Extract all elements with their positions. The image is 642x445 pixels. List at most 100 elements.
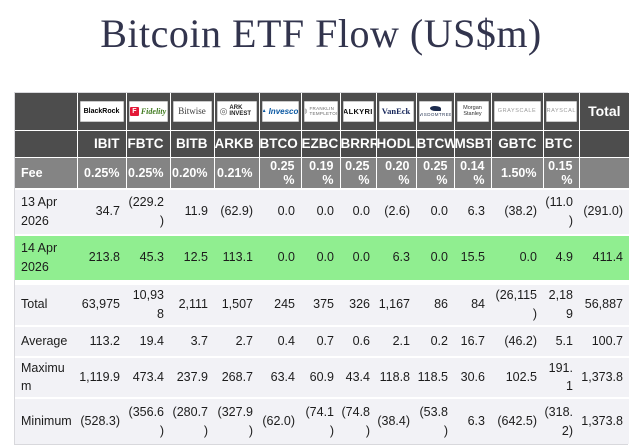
- value-cell: 213.8: [77, 233, 126, 283]
- ticker-cell: MSBT: [454, 130, 492, 158]
- value-cell: (327.9): [214, 397, 259, 444]
- date-row: 13 Apr 2026 34.7 (229.2) 11.9 (62.9) 0.0 0.0 0.…: [15, 187, 629, 235]
- stat-row: Average 113.2 19.4 3.7 2.7 0.4 0.7 0.6 2.1 0.2 16.…: [15, 324, 629, 357]
- row-label: Maximum: [15, 355, 77, 398]
- ticker-cell: BTCO: [259, 130, 302, 158]
- invesco-logo: ▲ Invesco: [261, 100, 299, 122]
- logo-cell: ◍FRANKLIN TEMPLETON: [301, 93, 341, 131]
- fidelity-logo: F Fidelity: [128, 100, 168, 122]
- etf-flow-table-container: BlackRock F Fidelity Bitwise ◎ ARK INVEST ▲ Inv…: [14, 92, 630, 445]
- ticker-cell: BTC: [543, 130, 580, 158]
- value-cell: 411.4: [579, 233, 629, 283]
- valkyrie-logo-text: VALKYRIE: [342, 106, 373, 116]
- value-cell: [579, 156, 630, 189]
- value-cell: 6.3: [454, 187, 491, 235]
- value-cell: 0.14%: [454, 156, 492, 189]
- value-cell: 0.2: [416, 324, 454, 357]
- value-cell: 0.19%: [301, 156, 341, 189]
- ticker-cell: BITB: [170, 130, 215, 158]
- grayscale2-logo-text: GRAYSCALE: [546, 108, 577, 115]
- value-cell: 0.0: [416, 187, 454, 235]
- value-cell: (642.5): [491, 397, 543, 444]
- vaneck-logo-text: VanEck: [381, 106, 411, 117]
- value-cell: 19.4: [126, 324, 170, 357]
- value-cell: 473.4: [126, 355, 170, 398]
- value-cell: 0.0: [340, 187, 376, 235]
- ticker-cell: ARKB: [214, 130, 260, 158]
- value-cell: 3.7: [170, 324, 214, 357]
- value-cell: (74.8): [340, 397, 376, 444]
- ticker-cell: EZBC: [301, 130, 341, 158]
- logo-cell: Morgan Stanley: [454, 93, 492, 131]
- value-cell: (356.6): [126, 397, 170, 444]
- ticker-cell: GBTC: [491, 130, 544, 158]
- value-cell: 113.2: [77, 324, 126, 357]
- value-cell: (291.0): [579, 187, 629, 235]
- value-cell: 0.25%: [340, 156, 377, 189]
- value-cell: 102.5: [491, 355, 543, 398]
- value-cell: (74.1): [301, 397, 340, 444]
- ticker-cell: BTCW: [416, 130, 455, 158]
- row-label: Minimum: [15, 397, 77, 444]
- value-cell: 30.6: [454, 355, 491, 398]
- logo-header-row: BlackRock F Fidelity Bitwise ◎ ARK INVEST ▲ Inv…: [15, 93, 630, 131]
- value-cell: 0.25%: [416, 156, 455, 189]
- value-cell: 0.0: [416, 233, 454, 283]
- stat-row: Maximum 1,119.9 473.4 237.9 268.7 63.4 60.9 43.…: [15, 355, 629, 398]
- value-cell: 0.0: [259, 187, 301, 235]
- page: Bitcoin ETF Flow (US$m) BlackRock F Fideli…: [0, 10, 642, 445]
- value-cell: 10,938: [126, 280, 170, 326]
- wisdomtree-logo: WISDOMTREE: [418, 100, 452, 122]
- value-cell: 34.7: [77, 187, 126, 235]
- value-cell: 1,167: [376, 280, 416, 326]
- value-cell: 237.9: [170, 355, 214, 398]
- value-cell: 118.8: [376, 355, 416, 398]
- value-cell: 6.3: [376, 233, 416, 283]
- etf-table: BlackRock F Fidelity Bitwise ◎ ARK INVEST ▲ Inv…: [15, 93, 630, 444]
- invesco-logo-text: Invesco: [268, 106, 299, 116]
- value-cell: (38.2): [491, 187, 543, 235]
- value-cell: 0.15%: [543, 156, 580, 189]
- value-cell: (528.3): [77, 397, 126, 444]
- value-cell: 2,111: [170, 280, 214, 326]
- value-cell: (38.4): [376, 397, 416, 444]
- ticker-cell: FBTC: [126, 130, 171, 158]
- value-cell: 375: [301, 280, 340, 326]
- fidelity-logo-icon: F: [129, 106, 139, 116]
- value-cell: (53.8): [416, 397, 454, 444]
- row-label: Total: [15, 280, 77, 326]
- stat-row: Total 63,975 10,938 2,111 1,507 245 375 326 1,16…: [15, 280, 629, 326]
- corner-cell: [15, 93, 78, 131]
- value-cell: (2.6): [376, 187, 416, 235]
- value-cell: 0.25%: [259, 156, 302, 189]
- logo-cell: GRAYSCALE: [543, 93, 580, 131]
- bitwise-logo-text: Bitwise: [178, 106, 206, 117]
- value-cell: 63.4: [259, 355, 301, 398]
- value-cell: 6.3: [454, 397, 491, 444]
- row-label: 13 Apr 2026: [15, 187, 77, 235]
- value-cell: (62.0): [259, 397, 301, 444]
- value-cell: (229.2): [126, 187, 170, 235]
- value-cell: 268.7: [214, 355, 259, 398]
- wisdomtree-logo-text: WISDOMTREE: [418, 111, 452, 117]
- value-cell: 43.4: [340, 355, 376, 398]
- corner-cell: [15, 130, 78, 158]
- value-cell: 2.1: [376, 324, 416, 357]
- value-cell: 0.0: [491, 233, 543, 283]
- value-cell: 100.7: [579, 324, 629, 357]
- grayscale1-logo-text: GRAYSCALE: [497, 108, 537, 115]
- page-title: Bitcoin ETF Flow (US$m): [100, 11, 542, 56]
- value-cell: 113.1: [214, 233, 259, 283]
- value-cell: (280.7): [170, 397, 214, 444]
- value-cell: 326: [340, 280, 376, 326]
- logo-cell: Bitwise: [170, 93, 215, 131]
- valkyrie-logo: VALKYRIE: [342, 100, 374, 122]
- value-cell: (318.2): [543, 397, 579, 444]
- value-cell: 5.1: [543, 324, 579, 357]
- value-cell: 63,975: [77, 280, 126, 326]
- blackrock-logo: BlackRock: [79, 100, 124, 122]
- value-cell: 0.25%: [77, 156, 127, 189]
- ticker-cell: IBIT: [77, 130, 127, 158]
- value-cell: 1,373.8: [579, 397, 629, 444]
- fee-row: Fee 0.25% 0.25% 0.20% 0.21% 0.25% 0.19% 0.25% 0.…: [15, 156, 630, 189]
